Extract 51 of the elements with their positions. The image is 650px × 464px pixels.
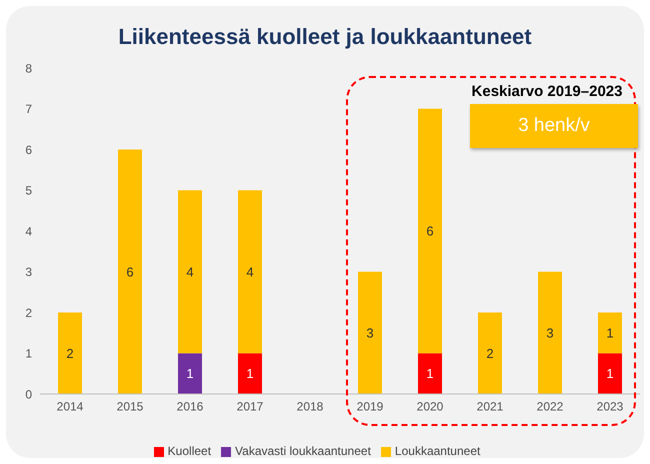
data-label: 3 [366, 325, 374, 340]
data-label: 1 [186, 366, 194, 382]
chart-title: Liikenteessä kuolleet ja loukkaantuneet [117, 24, 533, 50]
bar [238, 353, 262, 394]
x-tick-label: 2022 [536, 400, 564, 414]
bar [538, 272, 562, 394]
data-label: 1 [606, 366, 614, 382]
bar [598, 353, 622, 394]
y-tick-label: 0 [25, 387, 32, 402]
y-tick-label: 1 [25, 346, 32, 361]
legend-label: Kuolleet [168, 444, 212, 458]
y-tick-label: 5 [25, 184, 32, 198]
y-tick-label: 2 [25, 306, 32, 320]
data-label: 6 [426, 224, 434, 239]
legend-label: Loukkaantuneet [394, 444, 480, 458]
x-tick-label: 2016 [176, 400, 204, 414]
bar [178, 190, 202, 354]
data-label: 1 [606, 325, 614, 340]
bar [598, 312, 622, 354]
x-tick-label: 2019 [356, 400, 384, 414]
x-tick-label: 2015 [116, 400, 144, 414]
annotation: Keskiarvo 2019–2023 [470, 83, 624, 100]
bar [58, 312, 82, 394]
bar [418, 108, 442, 354]
y-tick-label: 7 [25, 102, 32, 116]
x-tick-label: 2018 [296, 400, 324, 414]
bar [418, 353, 442, 394]
bar [358, 272, 382, 394]
bar [478, 312, 502, 394]
x-tick-label: 2023 [596, 400, 624, 414]
callout-box: 3 henk/v [470, 104, 638, 148]
data-label: 6 [126, 264, 134, 280]
data-label: 4 [246, 264, 254, 280]
y-tick-label: 8 [25, 61, 32, 76]
x-tick-label: 2021 [476, 400, 504, 414]
data-label: 1 [426, 366, 434, 382]
y-tick-label: 6 [25, 142, 32, 157]
data-label: 3 [546, 325, 554, 340]
bar [118, 150, 142, 394]
legend-label: Vakavasti loukkaantuneet [235, 444, 371, 458]
data-label: 2 [66, 346, 74, 361]
x-tick-label: 2017 [236, 400, 264, 414]
data-label: 2 [486, 346, 494, 361]
x-tick-label: 2020 [416, 400, 444, 414]
bar [178, 353, 202, 394]
y-tick-label: 3 [25, 265, 32, 280]
y-tick-label: 4 [25, 224, 32, 238]
x-tick-label: 2014 [56, 400, 84, 414]
data-label: 1 [246, 366, 254, 382]
bar [238, 190, 262, 354]
data-label: 4 [186, 264, 194, 280]
